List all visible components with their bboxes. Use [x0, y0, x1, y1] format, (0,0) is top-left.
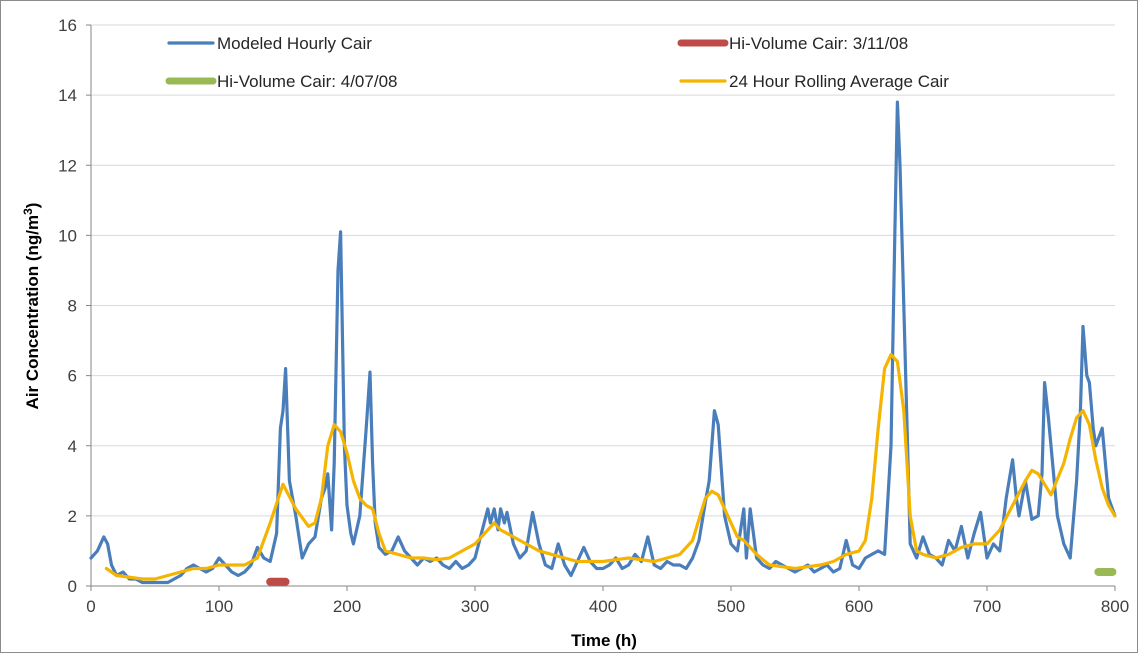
y-axis-title-superscript: 3	[21, 208, 35, 215]
x-tick-label: 700	[973, 597, 1001, 616]
y-tick-label: 16	[58, 16, 77, 35]
x-tick-label: 600	[845, 597, 873, 616]
legend-label: Hi-Volume Cair: 3/11/08	[729, 34, 908, 53]
y-tick-label: 2	[68, 507, 77, 526]
x-tick-label: 100	[205, 597, 233, 616]
y-tick-label: 4	[68, 437, 77, 456]
x-tick-label: 800	[1101, 597, 1129, 616]
series-layer	[89, 100, 1117, 586]
legend-entry-2: Hi-Volume Cair: 3/11/08	[677, 34, 908, 53]
rolling-average-line	[104, 353, 1117, 581]
y-tick-label: 0	[68, 577, 77, 596]
grid-layer	[91, 24, 1115, 517]
x-tick-label: 0	[86, 597, 95, 616]
series-1	[89, 100, 1117, 585]
axis-layer	[86, 24, 1116, 591]
y-axis-title-text: Air Concentration (ng/m	[23, 215, 42, 410]
x-tick-label: 400	[589, 597, 617, 616]
legend-entry-4: 24 Hour Rolling Average Cair	[679, 72, 949, 91]
legend-entry-3: Hi-Volume Cair: 4/07/08	[165, 72, 397, 91]
y-tick-label: 10	[58, 226, 77, 245]
legend-entry-1: Modeled Hourly Cair	[167, 34, 372, 53]
x-tick-label: 500	[717, 597, 745, 616]
x-tick-label: 200	[333, 597, 361, 616]
legend: Modeled Hourly Cair Hi-Volume Cair: 3/11/…	[165, 34, 949, 91]
y-tick-label: 6	[68, 367, 77, 386]
y-tick-label: 14	[58, 86, 77, 105]
legend-label: 24 Hour Rolling Average Cair	[729, 72, 949, 91]
modeled-hourly-line	[89, 100, 1117, 585]
x-tick-label: 300	[461, 597, 489, 616]
x-axis-title: Time (h)	[571, 631, 637, 650]
y-axis-title: Air Concentration (ng/m3)	[21, 203, 42, 410]
y-tick-label: 8	[68, 297, 77, 316]
legend-label: Hi-Volume Cair: 4/07/08	[217, 72, 397, 91]
series-4	[104, 353, 1117, 581]
y-tick-label: 12	[58, 156, 77, 175]
legend-label: Modeled Hourly Cair	[217, 34, 372, 53]
tick-labels: 0 2 4 6 8 10 12 14 16 0 100 200 300 400 500 600 700 800	[58, 16, 1129, 616]
y-axis-title-close: )	[23, 203, 42, 209]
